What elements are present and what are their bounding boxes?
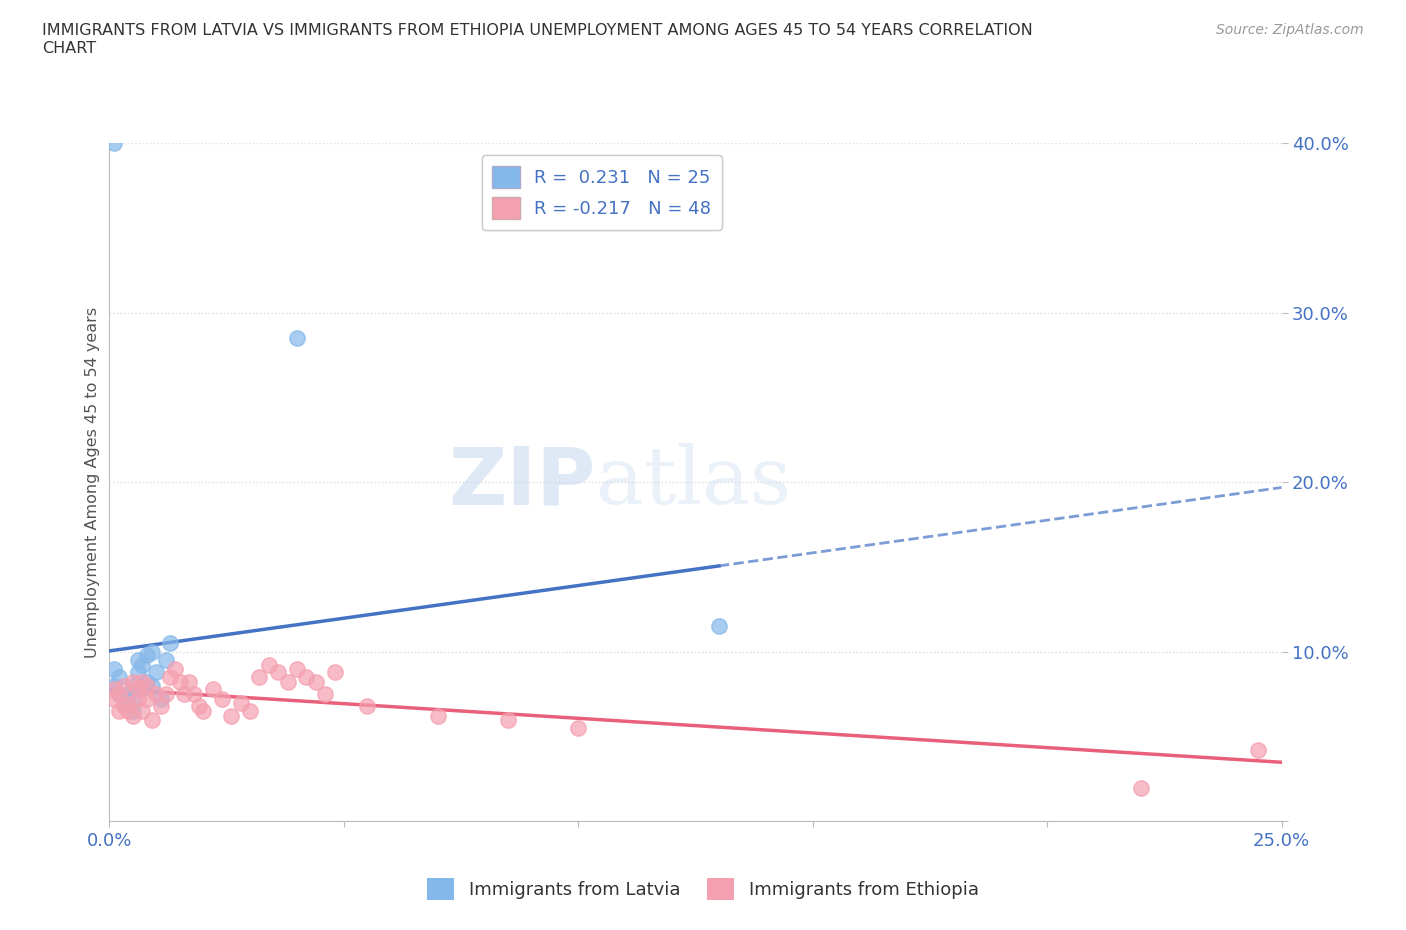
Point [239, 704, 262, 719]
Point [145, 665, 167, 680]
Point [127, 665, 149, 680]
Point [221, 709, 243, 724]
Point [127, 692, 149, 707]
Point [122, 692, 145, 707]
Point [127, 653, 149, 668]
Point [356, 698, 378, 713]
Point [131, 682, 153, 697]
Point [426, 709, 449, 724]
Point [122, 675, 145, 690]
Point [211, 692, 233, 707]
Text: Source: ZipAtlas.com: Source: ZipAtlas.com [1216, 23, 1364, 37]
Point [108, 670, 131, 684]
Point [159, 670, 181, 684]
Point [179, 675, 201, 690]
Point [117, 698, 139, 713]
Point [131, 658, 153, 672]
Point [249, 670, 271, 684]
Point [305, 675, 328, 690]
Point [122, 678, 145, 693]
Point [103, 678, 125, 693]
Point [131, 704, 153, 719]
Point [496, 712, 519, 727]
Point [112, 698, 135, 713]
Point [707, 619, 730, 634]
Point [131, 675, 153, 690]
Text: atlas: atlas [596, 444, 792, 521]
Point [103, 682, 125, 697]
Point [136, 692, 159, 707]
Point [112, 678, 135, 693]
Point [103, 692, 125, 707]
Point [183, 687, 205, 702]
Point [193, 704, 215, 719]
Point [1247, 743, 1270, 758]
Point [285, 661, 308, 676]
Point [122, 709, 145, 724]
Point [136, 675, 159, 690]
Point [136, 678, 159, 693]
Point [169, 675, 191, 690]
Point [314, 687, 336, 702]
Point [117, 704, 139, 719]
Point [567, 721, 589, 736]
Point [141, 678, 163, 693]
Text: IMMIGRANTS FROM LATVIA VS IMMIGRANTS FROM ETHIOPIA UNEMPLOYMENT AMONG AGES 45 TO: IMMIGRANTS FROM LATVIA VS IMMIGRANTS FRO… [42, 23, 1033, 56]
Point [267, 665, 290, 680]
Point [117, 687, 139, 702]
Point [141, 712, 163, 727]
Point [165, 661, 187, 676]
Point [108, 687, 131, 702]
Legend: R =  0.231   N = 25, R = -0.217   N = 48: R = 0.231 N = 25, R = -0.217 N = 48 [482, 155, 721, 230]
Y-axis label: Unemployment Among Ages 45 to 54 years: Unemployment Among Ages 45 to 54 years [86, 307, 100, 658]
Point [155, 687, 177, 702]
Point [173, 687, 195, 702]
Point [295, 670, 318, 684]
Point [122, 704, 145, 719]
Point [285, 330, 308, 345]
Point [117, 696, 139, 711]
Point [150, 698, 173, 713]
Point [141, 644, 163, 659]
Point [150, 692, 173, 707]
Point [145, 687, 167, 702]
Legend: Immigrants from Latvia, Immigrants from Ethiopia: Immigrants from Latvia, Immigrants from … [420, 870, 986, 907]
Point [323, 665, 346, 680]
Point [127, 682, 149, 697]
Point [103, 136, 125, 151]
Point [159, 636, 181, 651]
Point [108, 687, 131, 702]
Text: ZIP: ZIP [449, 444, 596, 521]
Point [1129, 780, 1152, 795]
Point [112, 696, 135, 711]
Point [136, 648, 159, 663]
Point [155, 653, 177, 668]
Point [201, 682, 224, 697]
Point [277, 675, 299, 690]
Point [229, 696, 252, 711]
Point [257, 658, 280, 672]
Point [187, 698, 209, 713]
Point [103, 661, 125, 676]
Point [108, 704, 131, 719]
